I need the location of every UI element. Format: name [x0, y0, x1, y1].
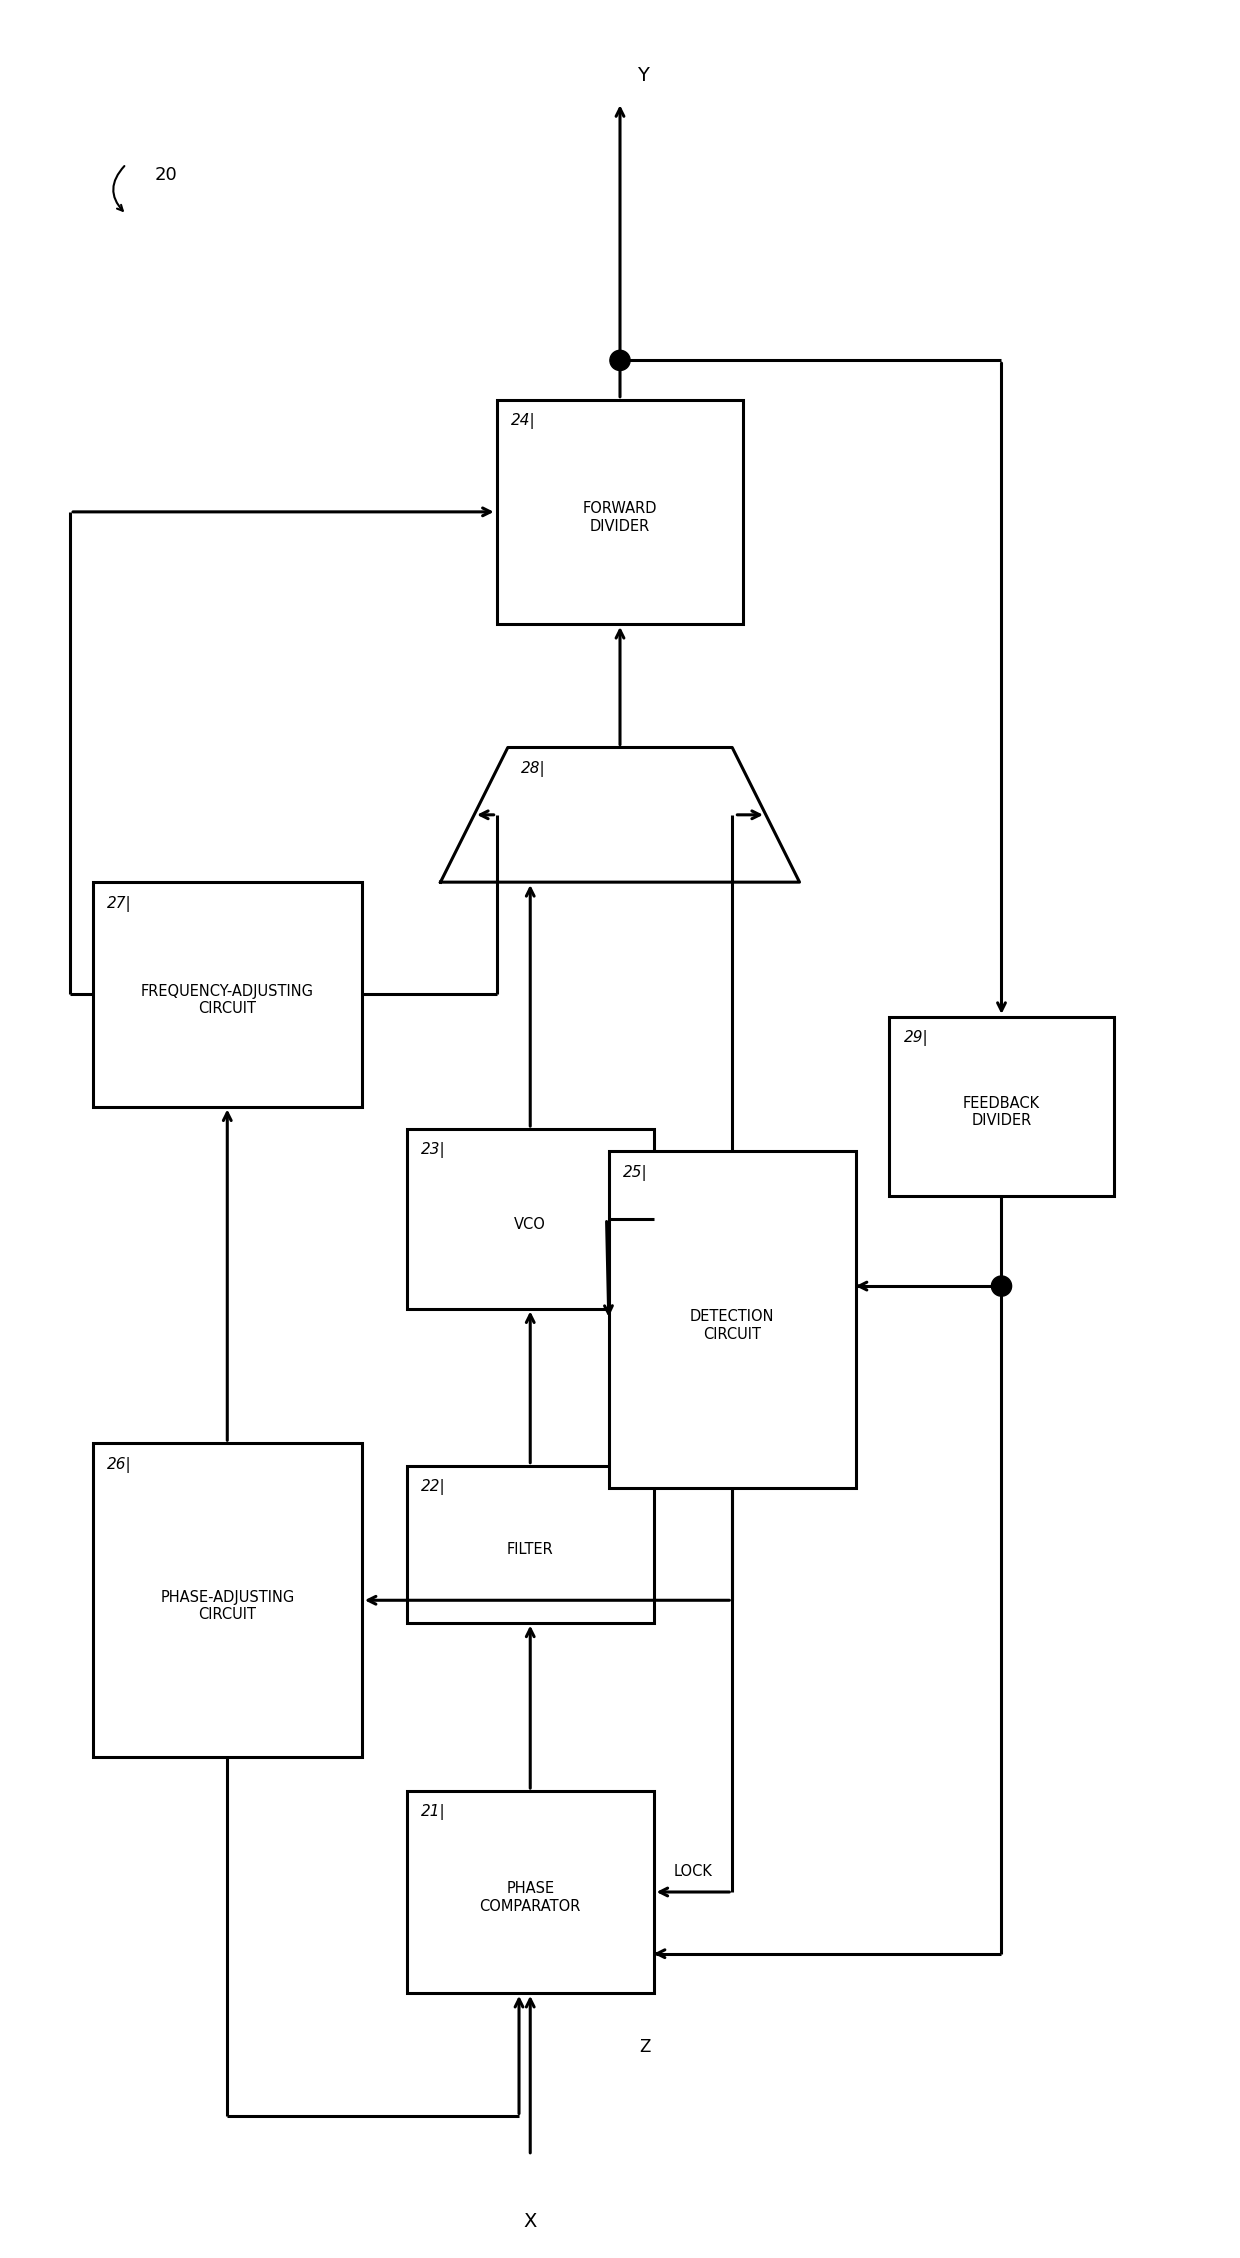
Text: 20: 20	[154, 167, 177, 185]
Text: VCO: VCO	[515, 1217, 546, 1233]
Text: PHASE-ADJUSTING
CIRCUIT: PHASE-ADJUSTING CIRCUIT	[160, 1590, 294, 1621]
Bar	[889, 1016, 1114, 1197]
Text: LOCK: LOCK	[673, 1863, 712, 1879]
Text: Y: Y	[637, 65, 649, 86]
Text: 23|: 23|	[422, 1143, 446, 1158]
Text: FREQUENCY-ADJUSTING
CIRCUIT: FREQUENCY-ADJUSTING CIRCUIT	[141, 984, 314, 1016]
Bar	[407, 1465, 653, 1624]
Text: 24|: 24|	[511, 413, 536, 429]
Bar	[93, 883, 362, 1106]
Text: 22|: 22|	[422, 1479, 446, 1495]
Text: FORWARD
DIVIDER: FORWARD DIVIDER	[583, 501, 657, 533]
Bar	[609, 1152, 856, 1488]
Text: FEEDBACK
DIVIDER: FEEDBACK DIVIDER	[963, 1095, 1040, 1129]
Bar	[93, 1443, 362, 1757]
Bar	[496, 400, 744, 623]
Text: 27|: 27|	[107, 896, 131, 912]
Text: 26|: 26|	[107, 1456, 131, 1472]
Text: FILTER: FILTER	[507, 1542, 553, 1558]
Text: 29|: 29|	[904, 1030, 929, 1045]
Circle shape	[992, 1276, 1012, 1296]
Text: PHASE
COMPARATOR: PHASE COMPARATOR	[480, 1881, 580, 1915]
Circle shape	[610, 350, 630, 370]
Text: X: X	[523, 2213, 537, 2231]
Text: Z: Z	[639, 2037, 651, 2055]
Polygon shape	[440, 747, 800, 883]
Bar	[407, 1129, 653, 1310]
Text: DETECTION
CIRCUIT: DETECTION CIRCUIT	[689, 1310, 775, 1341]
Text: 21|: 21|	[422, 1804, 446, 1820]
Text: 25|: 25|	[624, 1165, 649, 1181]
Bar	[407, 1791, 653, 1994]
Text: 28|: 28|	[521, 761, 546, 777]
